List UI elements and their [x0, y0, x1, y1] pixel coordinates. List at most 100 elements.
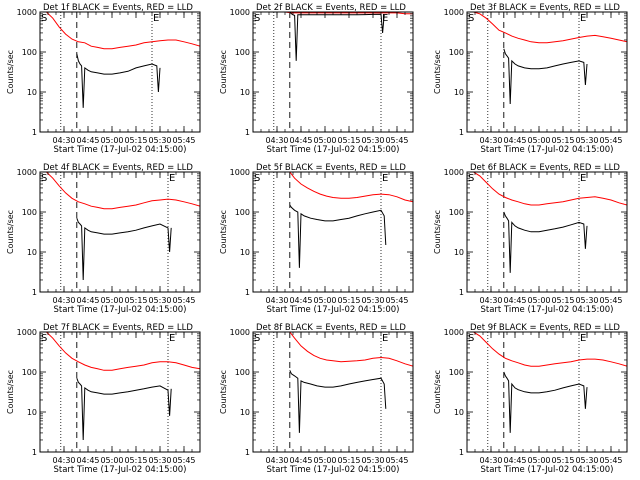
- y-tick-label: 1: [32, 128, 37, 137]
- x-tick-label: 05:15: [124, 136, 147, 145]
- y-tick-label: 10: [454, 88, 464, 97]
- marker-e: E: [382, 13, 388, 24]
- series-line-events: [76, 378, 172, 441]
- x-tick-label: 05:45: [172, 456, 195, 465]
- y-tick-label: 1000: [444, 328, 464, 337]
- plot-frame: [252, 331, 414, 453]
- y-tick-label: 1000: [17, 168, 37, 177]
- chart-title: Det 1f BLACK = Events, RED = LLD: [43, 3, 193, 13]
- series-line-events: [289, 12, 385, 61]
- y-axis-label: Counts/sec: [6, 210, 15, 254]
- y-axis-label: Counts/sec: [433, 210, 442, 254]
- marker-e: E: [169, 173, 175, 184]
- plot-frame: [39, 171, 201, 293]
- y-tick-label: 1000: [17, 328, 37, 337]
- x-axis-label: Start Time (17-Jul-02 04:15:00): [481, 305, 614, 315]
- x-tick-label: 05:45: [385, 296, 408, 305]
- y-tick-label: 10: [240, 408, 250, 417]
- plot-frame: [252, 171, 414, 293]
- x-tick-label: 04:45: [76, 456, 99, 465]
- x-tick-label: 05:00: [527, 136, 550, 145]
- series-line-lld: [46, 332, 200, 371]
- x-tick-label: 05:15: [124, 456, 147, 465]
- y-tick-label: 1000: [230, 168, 250, 177]
- x-axis-label: Start Time (17-Jul-02 04:15:00): [54, 145, 187, 155]
- y-tick-label: 10: [240, 88, 250, 97]
- y-tick-label: 10: [454, 248, 464, 257]
- y-tick-label: 1: [459, 128, 464, 137]
- y-axis-label: Counts/sec: [6, 370, 15, 414]
- y-tick-label: 1: [459, 288, 464, 297]
- chart-title: Det 3f BLACK = Events, RED = LLD: [470, 3, 620, 13]
- y-axis-label: Counts/sec: [433, 50, 442, 94]
- chart-title: Det 8f BLACK = Events, RED = LLD: [256, 323, 406, 333]
- marker-e: E: [382, 333, 388, 344]
- y-tick-label: 10: [27, 88, 37, 97]
- y-tick-label: 1000: [230, 8, 250, 17]
- x-axis-label: Start Time (17-Jul-02 04:15:00): [54, 305, 187, 315]
- x-tick-label: 05:30: [148, 136, 171, 145]
- y-axis-label: Counts/sec: [219, 210, 228, 254]
- x-axis-label: Start Time (17-Jul-02 04:15:00): [481, 465, 614, 475]
- x-axis-label: Start Time (17-Jul-02 04:15:00): [267, 305, 400, 315]
- series-line-events: [289, 370, 387, 433]
- y-tick-label: 100: [235, 368, 250, 377]
- marker-s: S: [468, 333, 474, 344]
- marker-s: S: [254, 333, 260, 344]
- marker-e: E: [169, 333, 175, 344]
- y-tick-label: 10: [27, 248, 37, 257]
- x-tick-label: 05:45: [385, 136, 408, 145]
- x-axis-label: Start Time (17-Jul-02 04:15:00): [481, 145, 614, 155]
- x-tick-label: 05:45: [385, 456, 408, 465]
- series-line-lld: [46, 12, 200, 50]
- series-line-lld: [289, 172, 413, 203]
- y-tick-label: 1000: [444, 8, 464, 17]
- y-tick-label: 1: [32, 288, 37, 297]
- y-axis-label: Counts/sec: [219, 50, 228, 94]
- chart-title: Det 6f BLACK = Events, RED = LLD: [470, 163, 620, 173]
- x-tick-label: 04:45: [503, 136, 526, 145]
- x-axis-label: Start Time (17-Jul-02 04:15:00): [267, 465, 400, 475]
- x-tick-label: 05:15: [337, 456, 360, 465]
- series-line-events: [76, 53, 161, 108]
- plot-frame: [252, 11, 414, 133]
- chart-title: Det 7f BLACK = Events, RED = LLD: [43, 323, 193, 333]
- marker-s: S: [468, 173, 474, 184]
- y-tick-label: 100: [22, 48, 37, 57]
- x-tick-label: 05:45: [172, 296, 195, 305]
- y-tick-label: 1: [245, 448, 250, 457]
- marker-s: S: [468, 13, 474, 24]
- x-axis-label: Start Time (17-Jul-02 04:15:00): [54, 465, 187, 475]
- x-tick-label: 04:45: [76, 296, 99, 305]
- x-tick-label: 05:45: [172, 136, 195, 145]
- y-tick-label: 1: [459, 448, 464, 457]
- chart-title: Det 9f BLACK = Events, RED = LLD: [470, 323, 620, 333]
- y-tick-label: 1: [32, 448, 37, 457]
- y-tick-label: 10: [240, 248, 250, 257]
- x-tick-label: 05:30: [148, 456, 171, 465]
- x-tick-label: 04:45: [289, 296, 312, 305]
- x-axis-label: Start Time (17-Jul-02 04:15:00): [267, 145, 400, 155]
- y-axis-label: Counts/sec: [219, 370, 228, 414]
- y-axis-label: Counts/sec: [433, 370, 442, 414]
- x-tick-label: 04:30: [479, 456, 502, 465]
- x-tick-label: 04:30: [479, 136, 502, 145]
- y-tick-label: 1: [245, 128, 250, 137]
- series-line-lld: [289, 332, 413, 367]
- series-line-events: [503, 211, 588, 273]
- marker-e: E: [580, 13, 586, 24]
- x-tick-label: 05:00: [527, 296, 550, 305]
- marker-s: S: [254, 173, 260, 184]
- x-tick-label: 05:30: [361, 296, 384, 305]
- x-tick-label: 05:30: [361, 456, 384, 465]
- x-tick-label: 05:00: [313, 456, 336, 465]
- x-tick-label: 05:30: [361, 136, 384, 145]
- x-tick-label: 04:45: [289, 456, 312, 465]
- x-tick-label: 05:30: [575, 296, 598, 305]
- y-tick-label: 100: [235, 208, 250, 217]
